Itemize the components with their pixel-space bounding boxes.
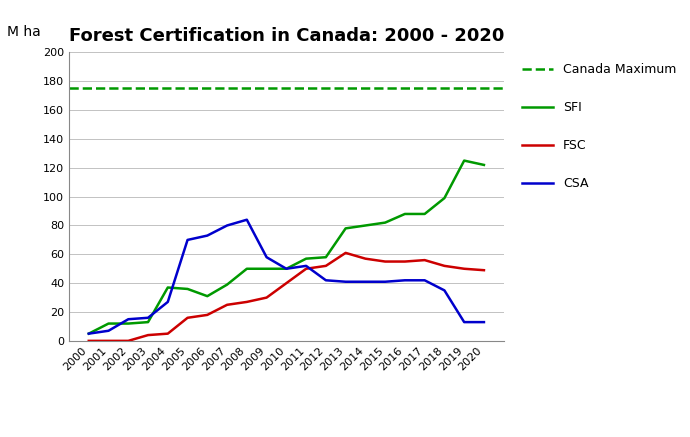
Text: M ha: M ha <box>7 25 41 39</box>
Title: Forest Certification in Canada: 2000 - 2020: Forest Certification in Canada: 2000 - 2… <box>69 28 504 45</box>
Legend: Canada Maximum, SFI, FSC, CSA: Canada Maximum, SFI, FSC, CSA <box>517 58 681 195</box>
